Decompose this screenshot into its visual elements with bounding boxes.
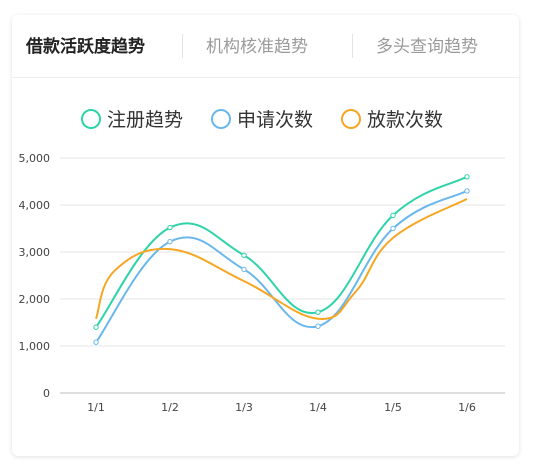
chart-series (93, 174, 470, 345)
y-tick-label: 4,000 (19, 199, 51, 212)
y-tick-label: 5,000 (19, 152, 51, 165)
x-tick-label: 1/4 (309, 401, 327, 414)
data-point[interactable] (464, 174, 470, 180)
legend-marker[interactable] (211, 109, 231, 129)
series-line (95, 190, 468, 343)
data-point[interactable] (390, 212, 396, 219)
tab-bar: 借款活跃度趋势 机构核准趋势 多头查询趋势 (12, 15, 519, 78)
legend-marker[interactable] (81, 109, 101, 129)
y-axis: 0 1,000 2,000 3,000 4,000 5,000 (19, 152, 51, 400)
y-tick-label: 1,000 (19, 340, 51, 353)
data-point[interactable] (167, 238, 173, 245)
tab-multi-query[interactable]: 多头查询趋势 (376, 37, 478, 57)
tab-divider (182, 34, 183, 58)
chart-legend: 注册趋势 申请次数 放款次数 (81, 109, 443, 131)
trend-card: 借款活跃度趋势 机构核准趋势 多头查询趋势 (12, 15, 519, 456)
y-tick-label: 0 (43, 387, 50, 400)
x-tick-label: 1/2 (161, 401, 179, 414)
tab-divider (352, 34, 353, 58)
data-point[interactable] (315, 309, 321, 315)
tab-institution-approval[interactable]: 机构核准趋势 (206, 37, 308, 57)
data-point[interactable] (93, 339, 99, 345)
legend-label[interactable]: 申请次数 (237, 109, 313, 131)
x-tick-label: 1/3 (235, 401, 253, 414)
series-line (95, 198, 468, 320)
x-tick-label: 1/1 (87, 401, 105, 414)
data-point[interactable] (464, 188, 470, 194)
data-point[interactable] (93, 324, 99, 330)
tab-borrowing-activity[interactable]: 借款活跃度趋势 (26, 37, 145, 57)
data-point[interactable] (390, 225, 396, 232)
x-axis: 1/1 1/2 1/3 1/4 1/5 1/6 (87, 401, 476, 414)
legend-label[interactable]: 放款次数 (367, 109, 443, 131)
data-point[interactable] (241, 266, 247, 273)
y-tick-label: 2,000 (19, 293, 51, 306)
data-point[interactable] (315, 323, 321, 329)
x-tick-label: 1/5 (384, 401, 402, 414)
data-point[interactable] (167, 224, 173, 231)
y-tick-label: 3,000 (19, 246, 51, 259)
legend-marker[interactable] (341, 109, 361, 129)
data-point[interactable] (241, 252, 247, 258)
x-tick-label: 1/6 (458, 401, 476, 414)
legend-label[interactable]: 注册趋势 (107, 109, 183, 131)
